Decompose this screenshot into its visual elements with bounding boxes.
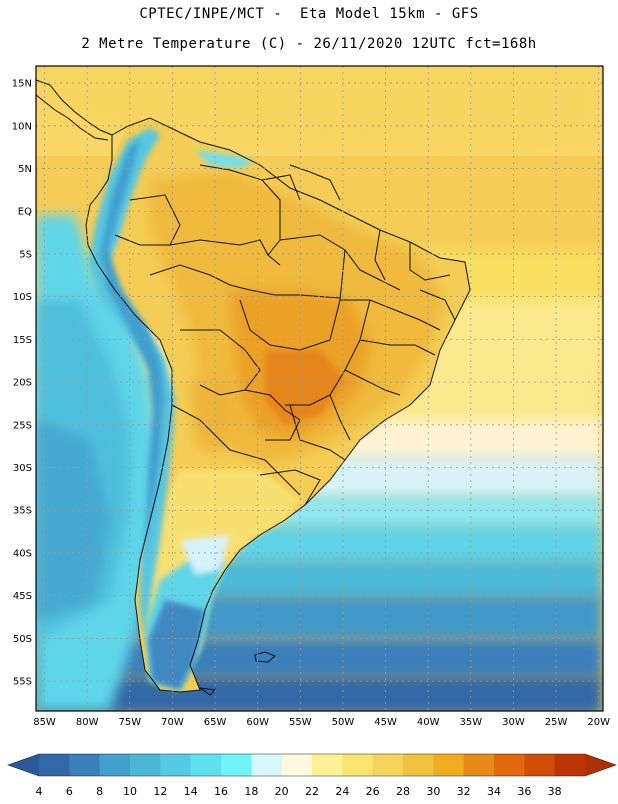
latitude-label: 15N bbox=[12, 79, 32, 90]
legend-label: 18 bbox=[244, 785, 258, 798]
legend-swatch bbox=[312, 754, 343, 776]
latitude-label: 20S bbox=[13, 378, 32, 389]
legend-label: 16 bbox=[214, 785, 228, 798]
latitude-label: 35S bbox=[13, 506, 32, 517]
longitude-label: 50W bbox=[332, 717, 355, 728]
legend-label: 22 bbox=[305, 785, 319, 798]
legend-swatch bbox=[130, 754, 161, 776]
longitude-axis: 85W 80W 75W 70W 65W 60W 55W 50W 45W 40W 35W 30W 25W 2… bbox=[33, 717, 610, 728]
longitude-label: 30W bbox=[502, 717, 525, 728]
legend-label: 30 bbox=[426, 785, 440, 798]
legend-label: 6 bbox=[66, 785, 73, 798]
legend-label: 8 bbox=[96, 785, 103, 798]
legend-swatch bbox=[39, 754, 70, 776]
legend-swatch bbox=[433, 754, 465, 776]
latitude-label: 50S bbox=[13, 634, 32, 645]
longitude-label: 85W bbox=[33, 717, 56, 728]
legend-label: 14 bbox=[184, 785, 198, 798]
latitude-label: 10N bbox=[12, 121, 32, 132]
legend-swatch bbox=[190, 754, 222, 776]
longitude-label: 80W bbox=[76, 717, 99, 728]
legend-label: 24 bbox=[335, 785, 349, 798]
legend-high-arrow bbox=[585, 754, 616, 776]
legend-swatch bbox=[463, 754, 495, 776]
latitude-label: 40S bbox=[13, 548, 32, 559]
map-title-line-2: 2 Metre Temperature (C) - 26/11/2020 12U… bbox=[81, 36, 537, 52]
longitude-label: 40W bbox=[417, 717, 440, 728]
longitude-label: 60W bbox=[246, 717, 269, 728]
longitude-label: 55W bbox=[289, 717, 312, 728]
latitude-label: 45S bbox=[13, 591, 32, 602]
legend-swatch bbox=[99, 754, 131, 776]
legend-swatch bbox=[494, 754, 525, 776]
latitude-label: 15S bbox=[13, 335, 32, 346]
legend-label: 34 bbox=[487, 785, 501, 798]
longitude-label: 45W bbox=[374, 717, 397, 728]
longitude-label: 35W bbox=[460, 717, 483, 728]
longitude-label: 20W bbox=[587, 717, 610, 728]
longitude-label: 75W bbox=[118, 717, 141, 728]
map-title-line-1: CPTEC/INPE/MCT - Eta Model 15km - GFS bbox=[139, 6, 479, 22]
graticule bbox=[36, 66, 603, 711]
longitude-label: 25W bbox=[545, 717, 568, 728]
legend-label: 38 bbox=[548, 785, 562, 798]
legend-swatch bbox=[524, 754, 556, 776]
longitude-label: 65W bbox=[204, 717, 227, 728]
legend-swatch bbox=[342, 754, 374, 776]
temperature-field bbox=[36, 66, 603, 711]
legend-label: 26 bbox=[366, 785, 380, 798]
latitude-label: 5N bbox=[18, 164, 32, 175]
legend-swatch bbox=[221, 754, 252, 776]
latitude-label: 25S bbox=[13, 420, 32, 431]
legend-label: 36 bbox=[517, 785, 531, 798]
latitude-label: EQ bbox=[18, 207, 32, 218]
legend-label: 20 bbox=[275, 785, 289, 798]
legend-swatch bbox=[281, 754, 313, 776]
legend-label: 28 bbox=[396, 785, 410, 798]
longitude-label: 70W bbox=[161, 717, 184, 728]
legend-swatch bbox=[554, 754, 586, 776]
latitude-label: 30S bbox=[13, 463, 32, 474]
legend-swatch bbox=[372, 754, 404, 776]
legend-label: 4 bbox=[36, 785, 43, 798]
latitude-label: 5S bbox=[19, 249, 32, 260]
legend-label: 32 bbox=[457, 785, 471, 798]
legend-low-arrow bbox=[8, 754, 39, 776]
map-frame bbox=[35, 65, 604, 712]
color-legend: 4 6 8 10 12 14 16 18 20 22 24 26 28 30 32 34 36 38 bbox=[7, 753, 617, 798]
legend-swatch bbox=[160, 754, 192, 776]
latitude-label: 10S bbox=[13, 292, 32, 303]
legend-swatch bbox=[403, 754, 434, 776]
legend-label: 12 bbox=[153, 785, 167, 798]
legend-swatch bbox=[251, 754, 283, 776]
legend-swatch bbox=[69, 754, 101, 776]
legend-outline bbox=[7, 753, 617, 777]
latitude-label: 55S bbox=[13, 677, 32, 688]
legend-label: 10 bbox=[123, 785, 137, 798]
latitude-axis: 15N 10N 5N EQ 5S 10S 15S 20S 25S 30S 35S 40S 45S 50S 5… bbox=[12, 79, 32, 688]
